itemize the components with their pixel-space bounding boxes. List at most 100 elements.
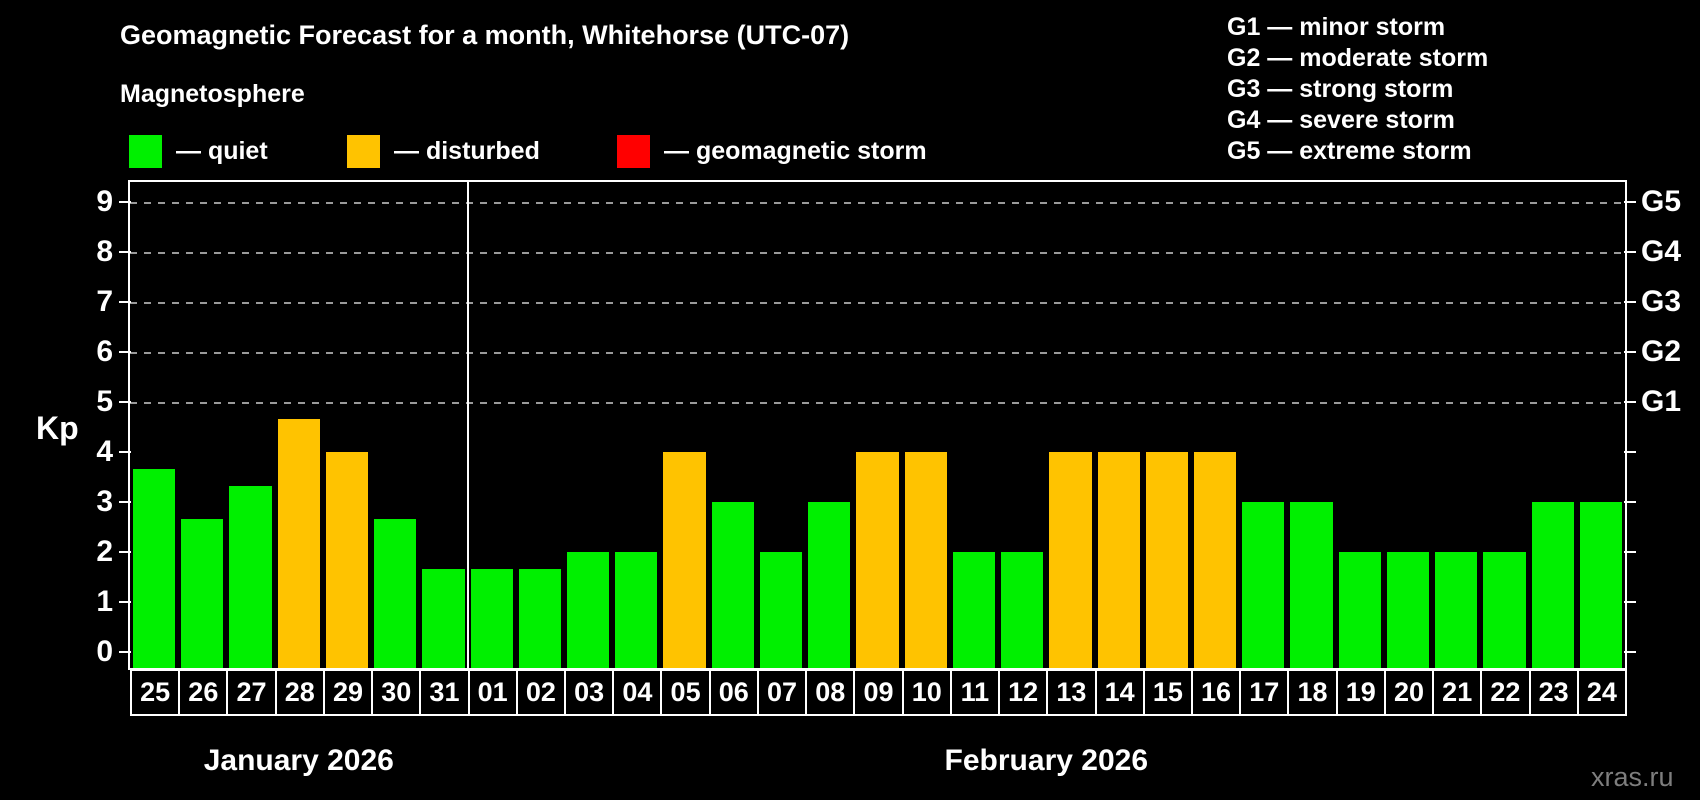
kp-bar-21	[1435, 552, 1478, 668]
kp-tick-right	[1624, 651, 1636, 653]
day-label-28: 28	[274, 669, 325, 716]
kp-tick-left	[119, 251, 131, 253]
kp-bar-31	[422, 568, 465, 668]
day-label-24: 24	[1576, 669, 1627, 716]
kp-bar-12	[1001, 552, 1044, 668]
kp-tick-right	[1624, 601, 1636, 603]
kp-tick-right	[1624, 351, 1636, 353]
kp-bar-16	[1193, 452, 1237, 668]
kp-tick-label-4: 4	[96, 435, 113, 468]
day-label-27: 27	[226, 669, 277, 716]
kp-bar-01	[470, 568, 513, 668]
day-label-01: 01	[467, 669, 518, 716]
month-label-2: February 2026	[944, 744, 1148, 777]
kp-bar-10	[904, 452, 947, 668]
day-label-25: 25	[130, 669, 181, 716]
kp-tick-left	[119, 201, 131, 203]
day-label-07: 07	[756, 669, 808, 716]
day-label-19: 19	[1335, 669, 1386, 716]
g-axis-label-g4: G4	[1641, 235, 1682, 268]
kp-axis-label: Kp	[36, 410, 79, 446]
kp-tick-right	[1624, 501, 1636, 503]
quiet-legend-label: — quiet	[176, 136, 268, 165]
kp-tick-left	[119, 351, 131, 353]
day-label-20: 20	[1383, 669, 1435, 716]
kp-tick-label-3: 3	[96, 485, 113, 518]
day-label-17: 17	[1239, 669, 1290, 716]
day-label-16: 16	[1190, 669, 1242, 716]
kp-bar-chart	[130, 182, 1625, 668]
kp-bar-06	[711, 502, 754, 668]
day-label-29: 29	[322, 669, 374, 716]
kp-tick-left	[119, 601, 131, 603]
legend-item-storm: — geomagnetic storm	[617, 133, 927, 169]
kp-bar-30	[374, 518, 417, 668]
day-label-08: 08	[805, 669, 856, 716]
kp-bar-17	[1242, 502, 1285, 668]
day-label-05: 05	[660, 669, 711, 716]
gridline-kp7	[130, 302, 1625, 304]
kp-bar-25	[133, 468, 176, 668]
kp-tick-left	[119, 501, 131, 503]
kp-tick-label-1: 1	[96, 585, 113, 618]
day-label-12: 12	[998, 669, 1049, 716]
day-label-21: 21	[1432, 669, 1483, 716]
kp-tick-label-0: 0	[96, 635, 113, 668]
day-label-23: 23	[1528, 669, 1579, 716]
storm-scale-item-g2: G2 — moderate storm	[1227, 44, 1489, 72]
kp-bar-09	[856, 452, 899, 668]
kp-bar-13	[1049, 452, 1092, 668]
kp-tick-label-5: 5	[96, 385, 113, 418]
kp-tick-right	[1624, 201, 1636, 203]
kp-tick-right	[1624, 451, 1636, 453]
kp-bar-24	[1579, 502, 1622, 668]
kp-tick-left	[119, 651, 131, 653]
kp-tick-label-8: 8	[96, 235, 113, 268]
day-label-06: 06	[708, 669, 759, 716]
storm-scale-item-g4: G4 — severe storm	[1227, 106, 1455, 134]
kp-tick-right	[1624, 251, 1636, 253]
storm-swatch-icon	[617, 134, 650, 168]
day-label-10: 10	[901, 669, 952, 716]
kp-bar-29	[325, 452, 369, 668]
day-label-11: 11	[949, 669, 1001, 716]
disturbed-legend-label: — disturbed	[394, 136, 540, 165]
kp-tick-label-2: 2	[96, 535, 113, 568]
watermark: xras.ru	[1591, 762, 1674, 792]
legend-item-quiet: — quiet	[129, 133, 268, 169]
kp-tick-left	[119, 301, 131, 303]
day-label-03: 03	[564, 669, 615, 716]
day-label-30: 30	[371, 669, 422, 716]
kp-bar-23	[1531, 502, 1574, 668]
day-label-13: 13	[1046, 669, 1097, 716]
kp-bar-18	[1290, 502, 1333, 668]
kp-tick-label-9: 9	[96, 185, 113, 218]
gridline-kp5	[130, 402, 1625, 404]
g-axis-label-g1: G1	[1641, 385, 1682, 418]
day-label-26: 26	[178, 669, 229, 716]
g-axis-label-g3: G3	[1641, 285, 1682, 318]
month-divider	[466, 182, 469, 668]
kp-bar-22	[1483, 552, 1526, 668]
kp-bar-03	[567, 552, 610, 668]
gridline-kp9	[130, 202, 1625, 204]
gridline-kp6	[130, 352, 1625, 354]
kp-bar-28	[277, 418, 320, 668]
gridline-kp8	[130, 252, 1625, 254]
kp-tick-label-7: 7	[96, 285, 113, 318]
kp-tick-left	[119, 451, 131, 453]
kp-tick-right	[1624, 551, 1636, 553]
g-axis-label-g5: G5	[1641, 185, 1682, 218]
day-label-04: 04	[612, 669, 663, 716]
kp-bar-15	[1145, 452, 1188, 668]
kp-tick-label-6: 6	[96, 335, 113, 368]
kp-bar-20	[1386, 552, 1430, 668]
day-label-02: 02	[515, 669, 567, 716]
disturbed-swatch-icon	[347, 134, 380, 168]
kp-bar-27	[229, 485, 272, 668]
day-label-22: 22	[1480, 669, 1531, 716]
kp-bar-11	[952, 552, 996, 668]
kp-bar-05	[663, 452, 706, 668]
storm-scale-legend: G1 — minor storm G2 — moderate storm G3 — …	[1227, 12, 1488, 167]
kp-bar-26	[181, 518, 224, 668]
